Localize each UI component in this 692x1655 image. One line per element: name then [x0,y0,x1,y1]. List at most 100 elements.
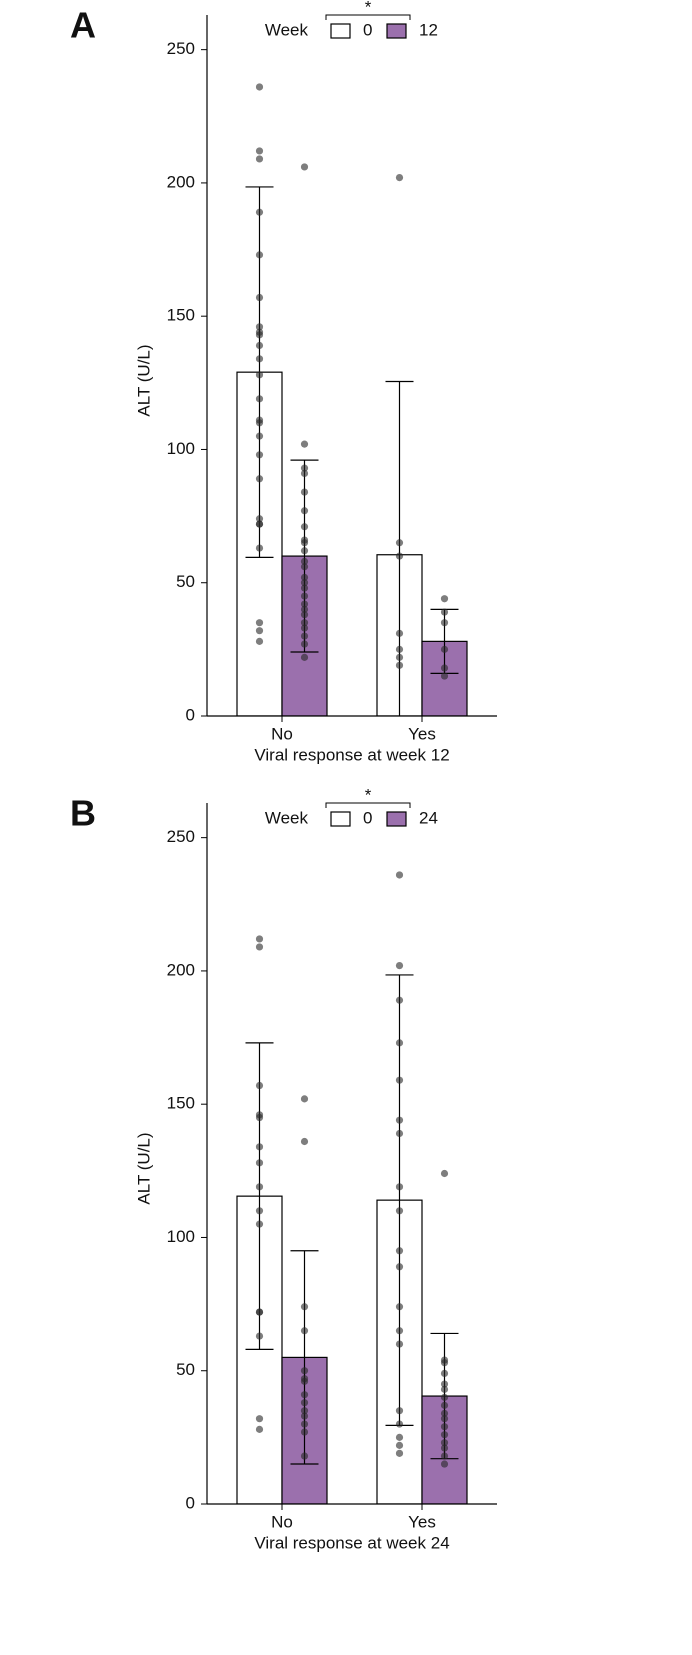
legend-title: Week [265,20,309,39]
y-tick-label: 100 [167,1227,195,1246]
data-point [255,1415,264,1423]
data-point [300,1412,309,1420]
data-point [255,1159,264,1167]
y-axis-label: ALT (U/L) [134,1132,153,1204]
data-point [255,1183,264,1191]
x-tick-label: No [271,724,293,743]
data-point [440,1369,449,1377]
data-point [440,1169,449,1178]
data-point [395,1441,404,1449]
data-point [300,611,309,619]
significance-label: * [365,785,372,804]
data-point [255,432,264,440]
data-point [255,475,264,483]
data-point [255,515,264,523]
data-point [440,595,449,603]
data-point [255,208,264,216]
data-point [395,1263,404,1271]
y-tick-label: 200 [167,960,195,979]
data-point [255,147,264,155]
data-point [255,1113,264,1122]
data-point [440,1460,449,1468]
data-point [300,1377,309,1385]
data-point [300,563,309,571]
x-axis-label: Viral response at week 24 [254,1533,449,1552]
legend-label: 24 [419,808,438,827]
data-point [300,584,309,592]
data-point [440,1380,449,1388]
data-point [395,173,404,182]
legend-label: 0 [363,20,372,39]
data-point [395,1116,404,1124]
y-tick-label: 0 [186,1493,195,1512]
data-point [300,600,309,608]
data-point [255,1143,264,1151]
data-point [255,520,264,528]
data-point [255,419,264,427]
data-point [255,637,264,645]
y-tick-label: 50 [176,572,195,591]
data-point [300,653,309,661]
data-point [395,1247,404,1255]
data-point [255,323,264,331]
data-point [300,605,309,613]
data-point [440,645,449,653]
data-point [300,464,309,472]
data-point [300,1420,309,1428]
data-point [255,371,264,379]
data-point [300,1137,309,1146]
data-point [395,552,404,560]
data-point [255,83,264,91]
data-point [255,1081,264,1090]
data-point [300,624,309,632]
data-point [255,341,264,350]
data-point [255,1425,264,1433]
legend-title: Week [265,808,309,827]
legend-label: 0 [363,808,372,827]
y-tick-label: 200 [167,172,195,191]
data-point [300,573,309,581]
data-point [440,619,449,627]
data-point [395,539,404,547]
data-point [300,1367,309,1375]
data-point [255,451,264,459]
x-tick-label: Yes [408,1512,436,1531]
data-point [255,619,264,627]
data-point [395,653,404,661]
legend-swatch [330,811,351,827]
data-point [395,629,404,637]
data-point [440,1452,449,1460]
data-point [300,539,309,547]
data-point [255,251,264,259]
data-point [255,1308,264,1316]
data-point [395,1207,404,1215]
data-point [300,1399,309,1407]
data-point [440,1444,449,1452]
y-tick-label: 50 [176,1360,195,1379]
plot-area [236,83,468,716]
y-tick-label: 100 [167,439,195,458]
data-point [255,331,264,339]
data-point [440,1415,449,1423]
y-tick-label: 150 [167,1094,195,1113]
data-point [255,943,264,951]
data-point [440,664,449,672]
y-tick-label: 250 [167,827,195,846]
legend-swatch [330,23,351,39]
data-point [300,507,309,515]
data-point [255,1207,264,1215]
significance-bracket [325,14,411,20]
y-tick-label: 0 [186,705,195,724]
data-point [255,1332,264,1340]
data-point [395,1129,404,1138]
data-point [300,488,309,496]
data-point [300,640,309,648]
data-point [395,1433,404,1441]
y-tick-label: 250 [167,39,195,58]
data-point [300,469,309,478]
data-point [300,1303,309,1311]
data-point [440,1385,449,1393]
data-point [300,557,309,566]
data-point [300,1452,309,1460]
data-point [395,996,404,1004]
